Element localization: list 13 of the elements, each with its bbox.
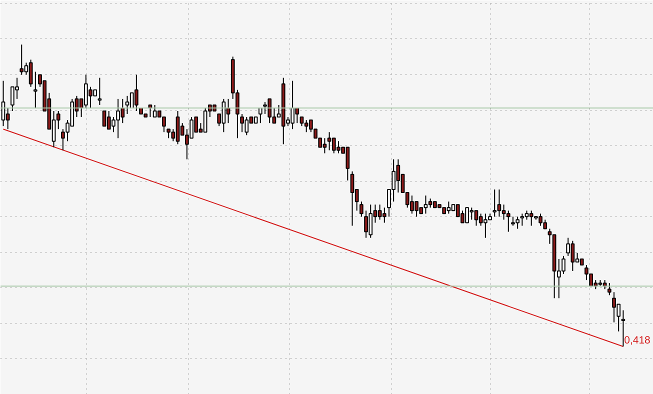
candlestick <box>360 201 364 218</box>
candlestick <box>506 210 510 232</box>
candlestick <box>607 282 612 296</box>
candlestick <box>28 59 33 88</box>
candlestick <box>520 213 524 226</box>
candlestick <box>621 310 626 347</box>
candlestick <box>33 71 38 108</box>
candlestick <box>98 77 102 106</box>
candlestick <box>258 107 262 124</box>
candlestick <box>20 44 24 76</box>
candlestick <box>382 207 386 224</box>
annotation: 0,418 <box>624 334 651 346</box>
candlestick <box>492 189 497 218</box>
